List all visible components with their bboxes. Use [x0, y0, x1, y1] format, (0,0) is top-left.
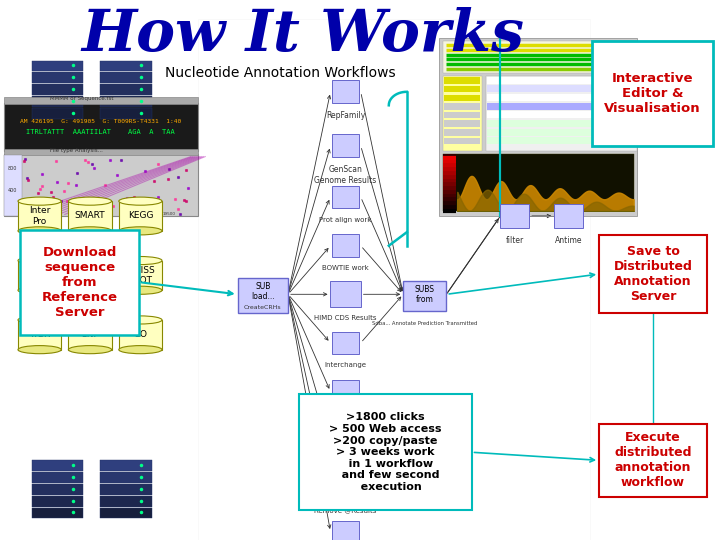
Text: KEGG: KEGG [127, 212, 153, 220]
FancyBboxPatch shape [100, 508, 152, 518]
FancyBboxPatch shape [332, 186, 359, 208]
Text: Interactive
Editor &
Visualisation: Interactive Editor & Visualisation [604, 72, 701, 114]
FancyBboxPatch shape [443, 40, 634, 73]
FancyBboxPatch shape [444, 138, 480, 144]
FancyBboxPatch shape [119, 261, 162, 291]
FancyBboxPatch shape [332, 429, 359, 451]
FancyBboxPatch shape [4, 148, 198, 155]
Ellipse shape [68, 286, 112, 294]
Ellipse shape [18, 346, 61, 354]
Text: Execute
distributed
annotation
workflow: Execute distributed annotation workflow [614, 431, 692, 489]
FancyBboxPatch shape [32, 84, 84, 95]
Text: ITRLTATTT  AAATIILAT    AGA  A  TAA: ITRLTATTT AAATIILAT AGA A TAA [27, 129, 175, 136]
Text: Remove @Results: Remove @Results [315, 508, 377, 515]
FancyBboxPatch shape [439, 38, 637, 216]
Text: SNP: SNP [81, 330, 99, 339]
FancyBboxPatch shape [487, 94, 636, 101]
FancyBboxPatch shape [599, 235, 707, 313]
Text: How It Works: How It Works [81, 7, 524, 63]
FancyBboxPatch shape [20, 230, 139, 335]
FancyBboxPatch shape [330, 281, 361, 307]
Text: TIGR: TIGR [29, 330, 50, 339]
Ellipse shape [119, 286, 162, 294]
FancyBboxPatch shape [443, 154, 456, 211]
FancyBboxPatch shape [443, 154, 634, 211]
FancyBboxPatch shape [32, 108, 84, 119]
FancyBboxPatch shape [332, 521, 359, 540]
FancyBboxPatch shape [4, 155, 22, 216]
Text: Prot align work: Prot align work [320, 217, 372, 222]
Text: 4500: 4500 [81, 212, 91, 216]
FancyBboxPatch shape [119, 201, 162, 231]
FancyBboxPatch shape [68, 201, 112, 231]
Text: Save to
Distributed
Annotation
Server: Save to Distributed Annotation Server [613, 245, 693, 303]
FancyBboxPatch shape [299, 394, 472, 510]
Ellipse shape [119, 197, 162, 205]
FancyBboxPatch shape [238, 278, 288, 313]
Text: 400: 400 [7, 188, 17, 193]
Text: Sdba... Annotate Prediction Transmitted: Sdba... Annotate Prediction Transmitted [372, 321, 477, 326]
FancyBboxPatch shape [100, 72, 152, 83]
FancyBboxPatch shape [100, 496, 152, 507]
FancyBboxPatch shape [332, 380, 359, 403]
FancyBboxPatch shape [332, 332, 359, 354]
Ellipse shape [68, 256, 112, 265]
Text: 19500: 19500 [163, 212, 176, 216]
FancyBboxPatch shape [487, 77, 636, 84]
FancyBboxPatch shape [444, 77, 480, 84]
FancyBboxPatch shape [32, 60, 84, 71]
FancyBboxPatch shape [554, 204, 583, 228]
Text: 17300: 17300 [123, 212, 136, 216]
FancyBboxPatch shape [487, 137, 636, 144]
Ellipse shape [18, 286, 61, 294]
FancyBboxPatch shape [444, 112, 480, 118]
Text: HIMD CDS Results: HIMD CDS Results [315, 315, 377, 321]
FancyBboxPatch shape [332, 80, 359, 103]
Text: NCBI: NCBI [79, 271, 101, 280]
Text: RepFamily: RepFamily [326, 111, 365, 120]
FancyBboxPatch shape [444, 94, 480, 101]
FancyBboxPatch shape [18, 320, 61, 350]
Text: cdORF @Results: cdORF @Results [318, 460, 374, 466]
Text: >1800 clicks
> 500 Web access
>200 copy/paste
> 3 weeks work
   in 1 workflow
  : >1800 clicks > 500 Web access >200 copy/… [329, 413, 441, 492]
FancyBboxPatch shape [4, 103, 198, 151]
Text: 12N62 Hz: 12N62 Hz [133, 214, 158, 219]
FancyBboxPatch shape [500, 204, 529, 228]
FancyBboxPatch shape [599, 424, 707, 497]
Ellipse shape [18, 197, 61, 205]
Text: 800: 800 [7, 166, 17, 171]
FancyBboxPatch shape [487, 129, 636, 136]
Ellipse shape [119, 256, 162, 265]
FancyBboxPatch shape [119, 320, 162, 350]
Text: EMBL: EMBL [27, 271, 52, 280]
FancyBboxPatch shape [403, 281, 446, 310]
Ellipse shape [68, 227, 112, 235]
FancyBboxPatch shape [32, 496, 84, 507]
FancyBboxPatch shape [68, 320, 112, 350]
FancyBboxPatch shape [444, 120, 480, 127]
Text: CreateCRHs: CreateCRHs [244, 305, 282, 310]
Text: Nucleotide Annotation Workflows: Nucleotide Annotation Workflows [166, 66, 396, 80]
Ellipse shape [18, 256, 61, 265]
Text: HRCrossIF @work: HRCrossIF @work [315, 411, 376, 417]
Ellipse shape [68, 346, 112, 354]
FancyBboxPatch shape [444, 103, 480, 110]
FancyBboxPatch shape [332, 234, 359, 257]
FancyBboxPatch shape [100, 108, 152, 119]
FancyBboxPatch shape [18, 201, 61, 231]
Text: SUBS
from: SUBS from [415, 285, 435, 304]
FancyBboxPatch shape [4, 97, 198, 104]
FancyBboxPatch shape [100, 484, 152, 495]
Ellipse shape [18, 227, 61, 235]
FancyBboxPatch shape [487, 85, 636, 92]
Text: GenScan
Genome Results: GenScan Genome Results [315, 165, 377, 185]
FancyBboxPatch shape [592, 40, 713, 146]
FancyBboxPatch shape [198, 19, 590, 540]
Text: BOWTIE work: BOWTIE work [323, 265, 369, 271]
FancyBboxPatch shape [443, 76, 482, 151]
FancyBboxPatch shape [4, 154, 198, 216]
Text: AM 426195  G: 491905  G: T009RS-T4331  1:40: AM 426195 G: 491905 G: T009RS-T4331 1:40 [20, 119, 181, 124]
FancyBboxPatch shape [100, 472, 152, 483]
FancyBboxPatch shape [487, 103, 636, 110]
